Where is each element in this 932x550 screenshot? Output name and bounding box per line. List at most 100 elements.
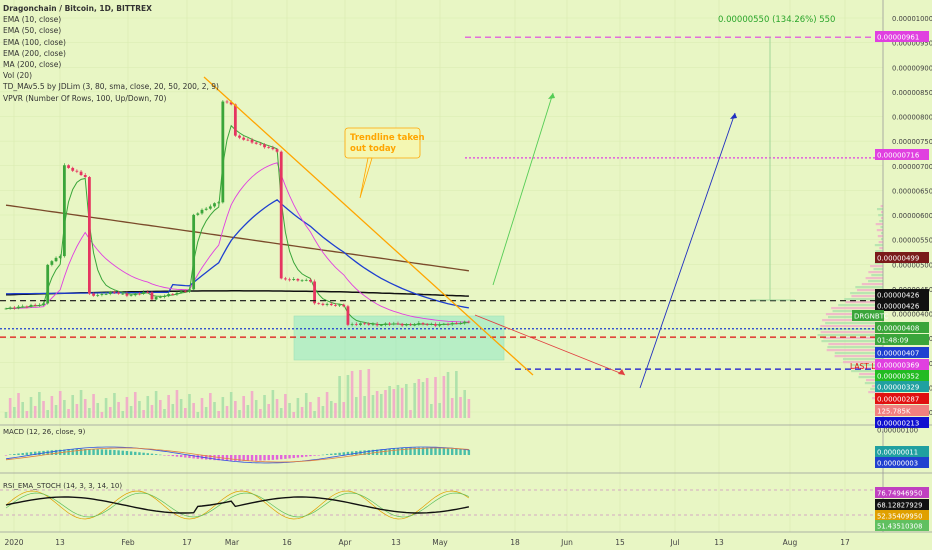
candle-body <box>371 323 375 325</box>
volume-bar <box>125 397 129 418</box>
volume-bar <box>21 402 24 418</box>
candle-body <box>221 101 225 203</box>
candle-body <box>200 209 204 214</box>
price-tick-label: 0.00000700 <box>892 163 932 171</box>
volume-profile-bar <box>834 355 883 358</box>
volume-bar <box>221 397 225 418</box>
volume-bar <box>213 402 216 418</box>
candle-body <box>404 324 408 326</box>
macd-histogram-bar <box>54 449 58 455</box>
price-tag <box>875 252 929 263</box>
candle-body <box>196 213 200 215</box>
volume-bar <box>200 398 204 418</box>
macd-histogram-bar <box>338 452 341 455</box>
volume-bar <box>83 399 87 418</box>
candle-body <box>158 296 162 298</box>
volume-profile-bar <box>874 262 883 265</box>
candle-body <box>263 144 266 148</box>
volume-profile-bar <box>880 205 883 208</box>
candle-body <box>12 307 16 309</box>
macd-histogram-bar <box>121 450 124 455</box>
volume-bar <box>217 411 220 418</box>
macd-histogram-bar <box>363 450 366 455</box>
macd-histogram-bar <box>405 447 408 455</box>
volume-bar <box>229 392 233 418</box>
macd-histogram-bar <box>400 448 404 455</box>
volume-bar <box>138 401 141 418</box>
volume-bar <box>129 406 133 418</box>
macd-histogram-bar <box>396 448 400 455</box>
time-tick-label: 13 <box>391 538 401 547</box>
price-tag-text: 0.00000369 <box>877 362 919 370</box>
volume-bar <box>325 392 329 418</box>
macd-histogram-bar <box>392 448 396 455</box>
volume-bar <box>300 407 304 418</box>
macd-label: MACD (12, 26, close, 9) <box>3 428 86 436</box>
legend-ma200: MA (200, close) <box>3 60 62 70</box>
horizontal-levels <box>0 36 883 370</box>
drawings: 0.00000550 (134.26%) 550 Trendline takeno… <box>203 15 889 389</box>
candle-body <box>79 171 83 176</box>
volume-bar <box>50 396 54 418</box>
rsi-tag <box>875 499 929 510</box>
macd-histogram-bar <box>413 447 416 455</box>
candle-body <box>304 279 308 281</box>
volume-bar <box>146 396 150 418</box>
macd-histogram-bar <box>88 449 91 455</box>
volume-profile-bar <box>843 361 883 364</box>
macd-histogram-bar <box>280 455 283 460</box>
volume-profile-bar <box>823 337 883 340</box>
red-arrow-line <box>474 314 626 376</box>
candle-body <box>138 293 141 295</box>
price-tag <box>875 417 929 428</box>
volume-bar <box>163 409 166 418</box>
volume-bar <box>246 405 250 418</box>
volume-profile-bar <box>878 214 883 217</box>
volume-bar <box>279 408 283 418</box>
price-tag <box>875 393 929 404</box>
time-tick-label: 17 <box>182 538 192 547</box>
price-tick-label: 0.00000800 <box>892 114 932 122</box>
legend-ema50: EMA (50, close) <box>3 26 62 36</box>
candle-body <box>83 175 87 178</box>
rsi-line <box>5 496 470 514</box>
macd-histogram-bar <box>246 455 250 461</box>
volume-bar <box>67 409 70 418</box>
volume-bar <box>463 390 466 418</box>
time-tick-label: 13 <box>55 538 65 547</box>
time-tick-label: Feb <box>121 538 135 547</box>
macd-histogram-bar <box>446 448 450 455</box>
candle-body <box>329 303 333 306</box>
volume-profile-bar <box>859 373 883 376</box>
annotation-text: Trendline taken <box>350 133 425 143</box>
time-tick-label: Jul <box>669 538 679 547</box>
candle-body <box>454 323 458 324</box>
price-tag-text: 0.00000961 <box>877 34 919 42</box>
macd-histogram-bar <box>142 452 145 455</box>
bullish-arrow-line <box>492 92 554 286</box>
volume-profile-bar <box>820 325 883 328</box>
rsi-tag-text: 68.12827929 <box>877 502 922 510</box>
candle-body <box>363 323 367 325</box>
candle-body <box>208 206 212 209</box>
candle-body <box>313 281 316 304</box>
volume-profile-bar <box>865 379 883 382</box>
macd-histogram-bar <box>459 449 462 455</box>
price-tag-text: 0.00000499 <box>877 255 919 263</box>
candle-body <box>171 294 175 295</box>
candle-body <box>421 323 425 325</box>
macd-histogram-bar <box>209 455 212 460</box>
legend-title: Dragonchain / Bitcoin, 1D, BITTREX <box>3 4 152 13</box>
grid <box>0 0 883 532</box>
accumulation-zone <box>293 315 505 361</box>
macd-histogram-bar <box>421 447 425 455</box>
macd-histogram-bar <box>317 455 320 456</box>
macd-histogram-bar <box>288 455 291 459</box>
price-tag-text: 0.00000287 <box>877 396 919 404</box>
legend: Dragonchain / Bitcoin, 1D, BITTREX EMA (… <box>3 3 219 104</box>
bullish-arrow-head <box>548 93 555 99</box>
macd-histogram-bar <box>38 451 41 455</box>
volume-bar <box>29 397 33 418</box>
candle-body <box>246 139 250 141</box>
